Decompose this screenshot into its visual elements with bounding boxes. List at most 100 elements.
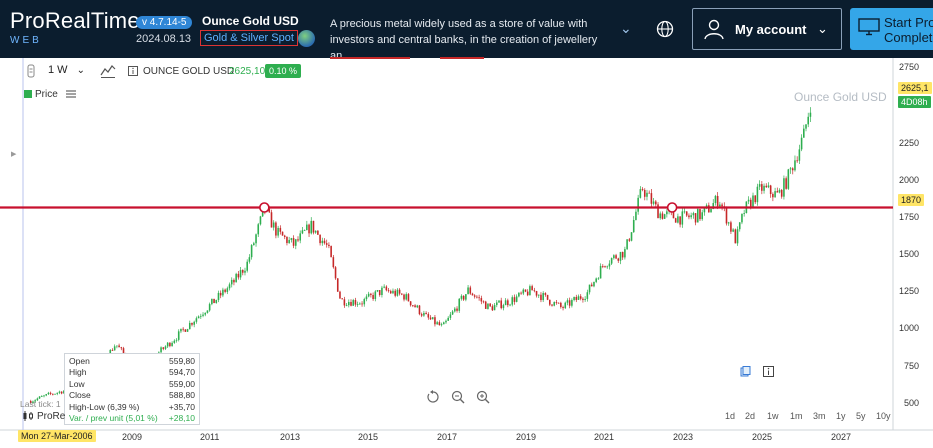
ohlc-info-box: Open 559,80 High 594,70 Low 559,00 Close 588… bbox=[64, 353, 200, 425]
candle-body bbox=[520, 292, 522, 294]
candle-body bbox=[197, 316, 200, 319]
candle-body bbox=[807, 116, 810, 125]
candle-body bbox=[655, 201, 657, 205]
candle-body bbox=[608, 263, 611, 267]
candle-body bbox=[431, 317, 434, 320]
candle-body bbox=[659, 213, 662, 219]
reset-zoom-icon[interactable] bbox=[426, 390, 440, 404]
candle-body bbox=[47, 392, 50, 395]
candle-body bbox=[716, 195, 719, 207]
timeframe-select[interactable]: 1 W ⌄ bbox=[48, 64, 85, 76]
candle-body bbox=[283, 235, 286, 237]
candle-body bbox=[502, 305, 505, 309]
candle-body bbox=[281, 231, 284, 236]
candle-body bbox=[36, 398, 39, 401]
candle-body bbox=[542, 293, 544, 301]
instrument-market-link[interactable]: Gold & Silver Spot bbox=[200, 30, 298, 46]
zoom-out-icon[interactable] bbox=[451, 390, 465, 404]
candle-body bbox=[758, 184, 761, 187]
chevron-down-icon[interactable]: ⌄ bbox=[620, 20, 632, 36]
x-tick: 2011 bbox=[200, 432, 220, 442]
range-2d-button[interactable]: 2d bbox=[745, 411, 756, 421]
candle-body bbox=[515, 296, 518, 302]
info-square-icon[interactable] bbox=[763, 366, 774, 377]
candle-body bbox=[613, 255, 615, 259]
version-badge: v 4.7.14-5 bbox=[136, 16, 193, 29]
candle-body bbox=[741, 213, 743, 223]
candle-body bbox=[116, 345, 118, 347]
candle-body bbox=[356, 304, 359, 305]
list-icon[interactable] bbox=[66, 89, 76, 99]
hline-price-tag: 1870 bbox=[898, 194, 925, 206]
candle-body bbox=[643, 189, 646, 197]
price-chart[interactable] bbox=[0, 58, 933, 448]
candle-body bbox=[447, 317, 449, 321]
candle-body bbox=[217, 292, 220, 300]
globe-icon[interactable] bbox=[298, 30, 315, 47]
candle-body bbox=[504, 300, 507, 306]
range-3m-button[interactable]: 3m bbox=[813, 411, 826, 421]
candle-body bbox=[809, 112, 812, 117]
candle-body bbox=[590, 284, 593, 287]
candle-body bbox=[319, 234, 321, 244]
candle-body bbox=[398, 289, 401, 294]
start-pro-button[interactable]: Start Pro Complet bbox=[850, 8, 933, 50]
drag-handle-icon[interactable] bbox=[26, 64, 36, 78]
candle-body bbox=[401, 293, 403, 295]
candle-body bbox=[162, 347, 165, 349]
candle-body bbox=[524, 289, 527, 292]
candle-body bbox=[476, 296, 478, 298]
range-5y-button[interactable]: 5y bbox=[856, 411, 866, 421]
candle-body bbox=[657, 204, 659, 219]
candle-body bbox=[186, 329, 189, 332]
x-tick: 2027 bbox=[831, 432, 852, 442]
candle-body bbox=[58, 391, 61, 393]
candle-body bbox=[630, 232, 633, 241]
range-1m-button[interactable]: 1m bbox=[790, 411, 803, 421]
candle-body bbox=[299, 233, 302, 241]
candle-body bbox=[425, 312, 427, 315]
candle-body bbox=[169, 342, 171, 347]
app-logo[interactable]: ProRealTime WEB bbox=[10, 8, 140, 46]
candle-body bbox=[719, 204, 721, 207]
candle-body bbox=[562, 307, 564, 309]
info-icon[interactable] bbox=[128, 66, 138, 76]
range-1d-button[interactable]: 1d bbox=[725, 411, 736, 421]
candle-body bbox=[180, 328, 182, 332]
candle-body bbox=[714, 195, 717, 204]
range-1w-button[interactable]: 1w bbox=[767, 411, 779, 421]
zoom-in-icon[interactable] bbox=[476, 390, 490, 404]
candle-body bbox=[703, 207, 706, 213]
candle-body bbox=[378, 290, 381, 295]
candle-body bbox=[367, 293, 370, 297]
candle-body bbox=[230, 279, 233, 285]
my-account-button[interactable]: My account ⌄ bbox=[692, 8, 842, 50]
candle-body bbox=[456, 308, 458, 311]
candle-body bbox=[392, 290, 394, 294]
candle-body bbox=[241, 270, 244, 273]
candle-body bbox=[560, 302, 562, 308]
candle-body bbox=[599, 266, 602, 279]
info-label: Open bbox=[69, 356, 90, 366]
candle-body bbox=[604, 266, 606, 267]
candle-body bbox=[619, 251, 622, 261]
candle-body bbox=[339, 291, 341, 299]
start-pro-line2: Complet bbox=[884, 30, 933, 45]
monitor-icon bbox=[858, 18, 880, 36]
price-legend-label[interactable]: Price bbox=[35, 89, 58, 100]
info-value: 588,80 bbox=[169, 390, 195, 401]
candle-body bbox=[312, 220, 315, 233]
side-collapse-arrow[interactable]: ▶ bbox=[11, 151, 17, 158]
candle-body bbox=[663, 214, 666, 219]
candle-body bbox=[45, 394, 48, 396]
chart-watermark: Ounce Gold USD bbox=[794, 90, 887, 104]
range-10y-button[interactable]: 10y bbox=[876, 411, 891, 421]
candle-body bbox=[635, 211, 637, 220]
language-globe-icon[interactable] bbox=[656, 20, 674, 38]
range-1y-button[interactable]: 1y bbox=[836, 411, 846, 421]
chart-type-icon[interactable] bbox=[100, 63, 116, 79]
candle-body bbox=[233, 279, 235, 283]
candle-body bbox=[734, 229, 737, 244]
candle-body bbox=[219, 292, 222, 296]
document-copy-icon[interactable] bbox=[740, 366, 751, 377]
